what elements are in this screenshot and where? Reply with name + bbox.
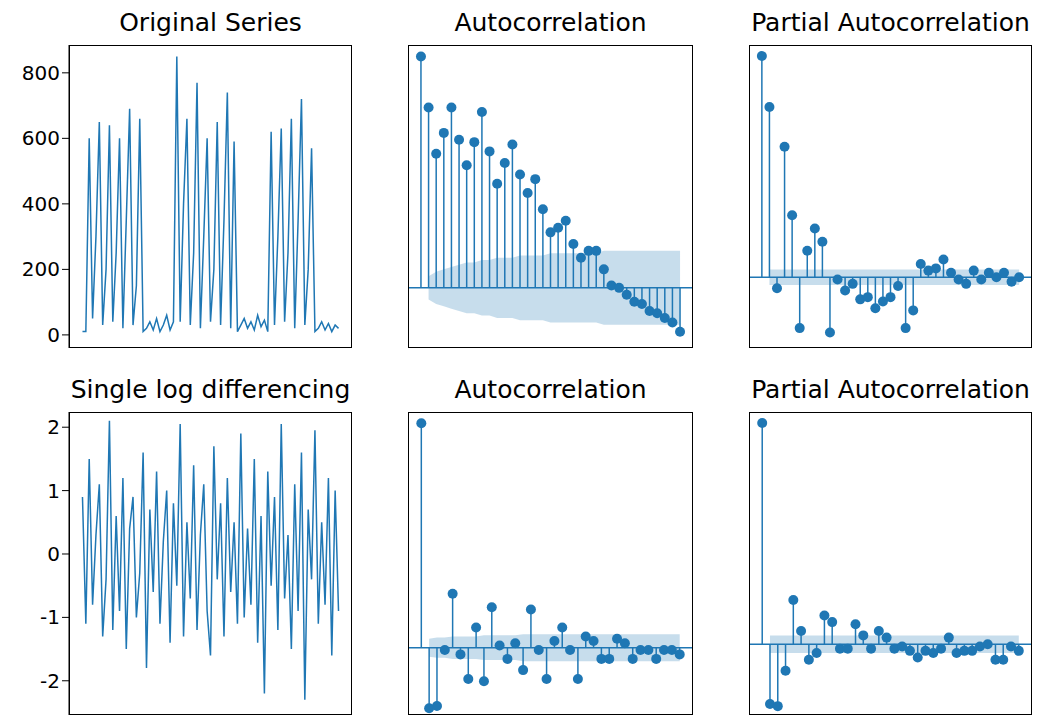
html-text:Single log differencing: Single log differencing [70, 375, 351, 404]
svg-text:800: 800 [22, 61, 60, 85]
svg-text:0: 0 [47, 542, 60, 566]
html-text:Autocorrelation: Autocorrelation [454, 8, 647, 37]
html-text:Partial Autocorrelation: Partial Autocorrelation [751, 375, 1030, 404]
svg-text:2: 2 [47, 415, 60, 439]
svg-text:200: 200 [22, 257, 60, 281]
html-text:Autocorrelation: Autocorrelation [454, 375, 647, 404]
svg-text:0: 0 [47, 323, 60, 347]
html-text:Partial Autocorrelation: Partial Autocorrelation [751, 8, 1030, 37]
html-text:Original Series: Original Series [119, 8, 302, 37]
svg-text:1: 1 [47, 479, 60, 503]
svg-text:400: 400 [22, 192, 60, 216]
svg-text:600: 600 [22, 126, 60, 150]
svg-text:-1: -1 [40, 605, 60, 629]
svg-text:-2: -2 [40, 669, 60, 693]
